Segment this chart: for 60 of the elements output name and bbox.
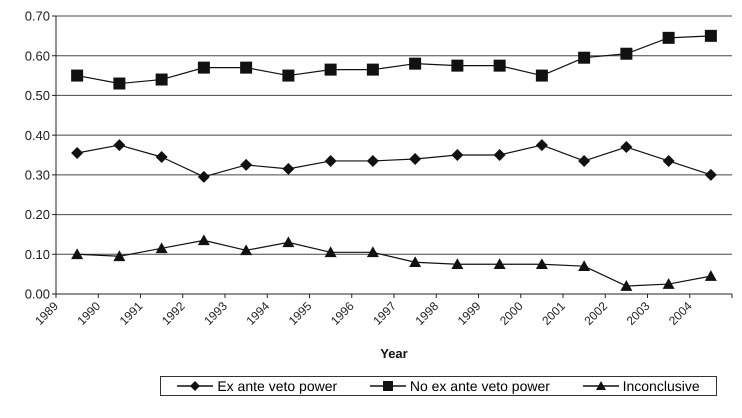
point: [451, 60, 464, 72]
y-tick-label: 0.00: [24, 286, 50, 302]
point: [536, 70, 548, 82]
point: [71, 248, 84, 260]
legend-label: Ex ante veto power: [217, 378, 338, 394]
point: [113, 250, 126, 262]
point: [71, 147, 84, 160]
point: [494, 149, 506, 161]
point: [662, 278, 675, 289]
point: [578, 52, 590, 64]
point: [620, 280, 632, 291]
point: [536, 139, 548, 152]
point: [71, 70, 84, 82]
point: [366, 246, 379, 258]
point: [324, 64, 337, 76]
point: [156, 74, 168, 86]
y-tick-label: 0.70: [24, 8, 50, 24]
point: [366, 64, 379, 76]
point: [282, 70, 294, 82]
point: [240, 244, 252, 256]
point: [198, 170, 210, 183]
point: [409, 152, 422, 165]
point: [620, 141, 632, 154]
point: [620, 48, 632, 60]
point: [198, 62, 210, 74]
point: [240, 62, 252, 74]
point: [578, 154, 590, 167]
point: [662, 154, 675, 167]
y-tick-label: 0.40: [24, 128, 50, 143]
point: [494, 60, 506, 72]
point: [324, 154, 337, 167]
point: [409, 58, 422, 70]
y-tick-label: 0.10: [24, 246, 50, 262]
point: [704, 270, 717, 281]
point: [536, 258, 548, 270]
point: [156, 242, 168, 254]
point: [240, 158, 252, 171]
point: [704, 30, 717, 42]
point: [704, 168, 717, 181]
point: [366, 154, 379, 167]
point: [282, 236, 294, 248]
point: [198, 234, 210, 246]
point: [494, 258, 506, 270]
point: [409, 256, 422, 268]
point: [662, 32, 675, 44]
point: [113, 78, 126, 90]
point: [156, 150, 168, 163]
point: [324, 246, 337, 258]
point: [113, 139, 126, 152]
y-tick-label: 0.50: [24, 88, 50, 104]
y-tick-label: 0.20: [24, 207, 50, 222]
legend-label: Inconclusive: [622, 378, 700, 394]
legend-label: No ex ante veto power: [410, 378, 550, 394]
y-tick-label: 0.30: [24, 167, 50, 182]
point: [578, 260, 590, 271]
y-tick-label: 0.60: [24, 48, 50, 64]
point: [451, 258, 464, 270]
x-axis-title: Year: [380, 346, 408, 361]
point: [451, 149, 464, 161]
point: [282, 162, 294, 175]
